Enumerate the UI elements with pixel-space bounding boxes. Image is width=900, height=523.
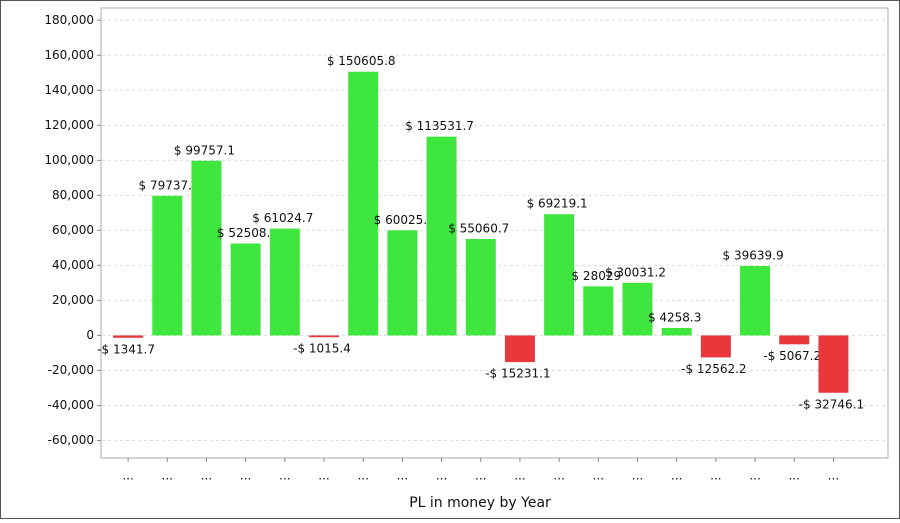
x-tick-label: ...	[475, 469, 486, 483]
x-tick-label: ...	[828, 469, 839, 483]
x-axis-label: PL in money by Year	[409, 495, 551, 511]
bar	[465, 239, 496, 336]
value-label: $ 69219.1	[527, 197, 588, 211]
plot-area	[100, 7, 889, 459]
bar	[504, 335, 535, 363]
value-label: $ 30031.2	[605, 265, 666, 279]
x-tick-label: ...	[553, 469, 564, 483]
bar	[348, 71, 379, 336]
bar	[309, 335, 340, 338]
bar	[113, 335, 144, 338]
y-tick-label: 160,000	[44, 48, 94, 62]
bar	[191, 160, 222, 336]
bar	[622, 282, 653, 336]
y-tick-label: 20,000	[52, 293, 94, 307]
x-tick-label: ...	[240, 469, 251, 483]
value-label: $ 60025.	[374, 213, 427, 227]
value-label: -$ 1341.7	[97, 342, 155, 356]
value-label: -$ 1015.4	[293, 342, 351, 356]
x-tick-label: ...	[279, 469, 290, 483]
y-tick-label: 140,000	[44, 83, 94, 97]
value-label: $ 4258.3	[648, 310, 701, 324]
y-tick-label: -40,000	[48, 398, 94, 412]
x-tick-label: ...	[632, 469, 643, 483]
y-tick-label: 40,000	[52, 258, 94, 272]
value-label: $ 113531.7	[405, 119, 474, 133]
value-label: -$ 15231.1	[485, 367, 550, 381]
bar	[700, 335, 731, 358]
bar	[544, 214, 575, 336]
value-label: $ 61024.7	[252, 211, 313, 225]
y-tick-label: 120,000	[44, 118, 94, 132]
x-tick-label: ...	[318, 469, 329, 483]
x-tick-label: ...	[201, 469, 212, 483]
x-tick-label: ...	[397, 469, 408, 483]
value-label: $ 99757.1	[174, 143, 235, 157]
x-tick-label: ...	[162, 469, 173, 483]
bar	[740, 266, 771, 336]
y-tick-label: -20,000	[48, 363, 94, 377]
bar	[152, 195, 183, 336]
value-label: -$ 5067.2	[763, 349, 821, 363]
bar	[661, 327, 692, 336]
x-tick-label: ...	[671, 469, 682, 483]
x-tick-label: ...	[436, 469, 447, 483]
y-tick-label: 80,000	[52, 188, 94, 202]
value-label: $ 55060.7	[448, 222, 509, 236]
value-label: $ 79737.	[139, 178, 192, 192]
y-tick-label: 180,000	[44, 13, 94, 27]
value-label: $ 39639.9	[723, 249, 784, 263]
bar	[583, 286, 614, 336]
x-tick-label: ...	[749, 469, 760, 483]
x-tick-label: ...	[357, 469, 368, 483]
x-tick-label: ...	[593, 469, 604, 483]
bar	[269, 228, 300, 336]
x-tick-label: ...	[514, 469, 525, 483]
value-label: $ 150605.8	[327, 54, 396, 68]
bar	[818, 335, 849, 393]
bar	[426, 136, 457, 336]
value-label: -$ 32746.1	[799, 397, 864, 411]
y-tick-label: 100,000	[44, 153, 94, 167]
y-tick-label: 0	[86, 328, 94, 342]
x-tick-label: ...	[122, 469, 133, 483]
x-tick-label: ...	[788, 469, 799, 483]
y-tick-label: -60,000	[48, 433, 94, 447]
bar	[779, 335, 810, 345]
y-tick-label: 60,000	[52, 223, 94, 237]
value-label: $ 52508.	[217, 226, 270, 240]
value-label: $ 28029	[571, 269, 621, 283]
value-label: -$ 12562.2	[681, 362, 746, 376]
x-tick-label: ...	[710, 469, 721, 483]
bar	[387, 230, 418, 336]
bar	[230, 243, 261, 336]
